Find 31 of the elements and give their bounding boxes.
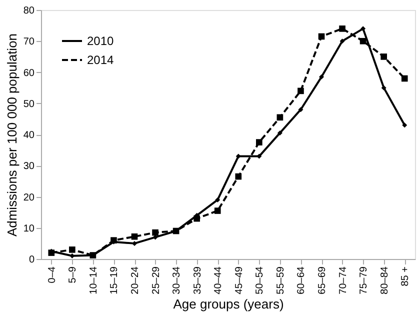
x-tick-label: 30–34 [172, 266, 183, 294]
x-tick-label: 10–14 [88, 266, 100, 294]
y-tick-label: 80 [23, 6, 35, 16]
legend-label: 2010 [87, 34, 114, 48]
x-tick-label: 75–79 [358, 266, 370, 294]
y-tick-label: 10 [23, 223, 35, 234]
y-tick-label: 60 [23, 68, 35, 79]
x-tick-label: 45–49 [234, 266, 245, 294]
y-tick-label: 50 [23, 98, 35, 110]
y-tick-label: 70 [23, 36, 35, 48]
x-tick-label: 65–69 [317, 266, 328, 294]
y-tick-label: 0 [28, 254, 35, 266]
x-tick-label: 55–59 [275, 266, 286, 294]
y-tick-label: 30 [23, 161, 35, 172]
x-tick-label: 20–24 [130, 266, 141, 294]
y-tick-label: 20 [23, 192, 35, 204]
y-axis-title: Admissions per 100 000 population [4, 33, 20, 237]
x-tick-label: 15–19 [109, 266, 120, 294]
x-tick-label: 80–84 [379, 266, 390, 294]
x-tick-label: 70–74 [338, 266, 349, 294]
x-tick-label: 85 + [400, 266, 412, 286]
x-tick-label: 0–4 [46, 266, 58, 284]
y-tick-label: 40 [23, 130, 35, 141]
x-tick-label: 40–44 [213, 266, 224, 294]
x-tick-label: 5–9 [68, 266, 79, 284]
x-tick-label: 25–29 [150, 266, 162, 294]
x-tick-label: 60–64 [296, 266, 308, 294]
x-tick-label: 35–39 [192, 266, 204, 294]
x-axis-title: Age groups (years) [173, 296, 284, 312]
x-tick-label: 50–54 [254, 266, 266, 294]
legend-label: 2014 [87, 53, 114, 67]
